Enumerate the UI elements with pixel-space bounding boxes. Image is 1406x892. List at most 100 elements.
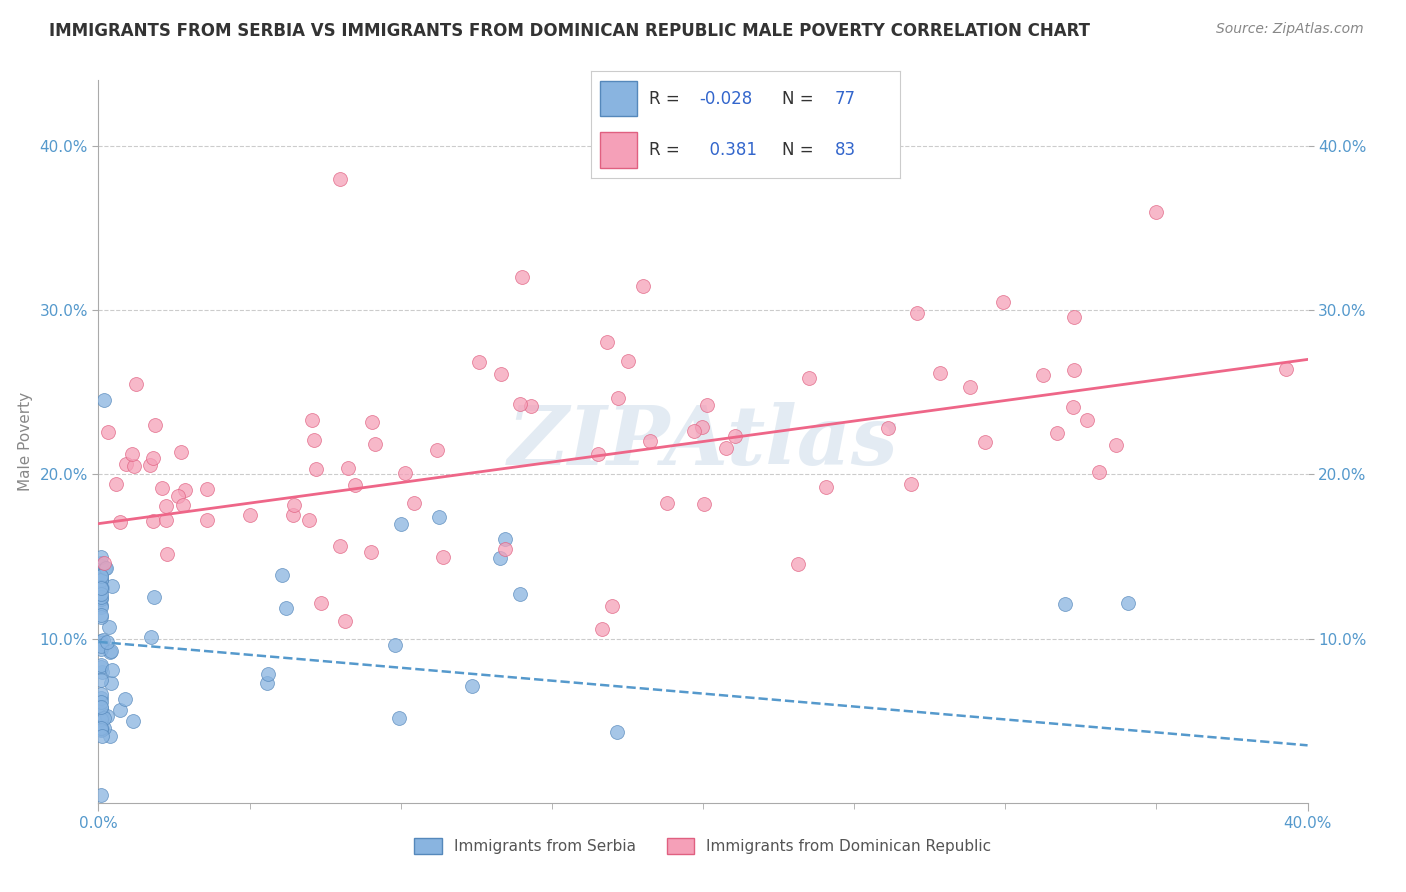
Point	[488, 551, 510, 566]
Point	[1144, 204, 1167, 219]
Point	[172, 498, 194, 512]
Point	[155, 499, 177, 513]
Point	[690, 420, 713, 434]
Point	[91, 582, 114, 596]
Point	[93, 711, 115, 725]
Text: R =: R =	[650, 141, 681, 159]
Point	[343, 478, 366, 492]
Point	[495, 541, 517, 556]
Point	[90, 581, 112, 595]
FancyBboxPatch shape	[600, 132, 637, 168]
Point	[510, 270, 533, 285]
Point	[973, 435, 995, 450]
Point	[606, 392, 628, 406]
Point	[959, 380, 981, 394]
Point	[96, 425, 118, 439]
Point	[121, 447, 143, 461]
Point	[90, 788, 112, 802]
Point	[195, 513, 218, 527]
Text: ZIPAtlas: ZIPAtlas	[508, 401, 898, 482]
Point	[606, 725, 628, 739]
Point	[139, 630, 162, 644]
Point	[124, 459, 146, 474]
Point	[100, 644, 122, 658]
Point	[90, 638, 112, 652]
Point	[142, 450, 165, 465]
Point	[1063, 363, 1085, 377]
Point	[360, 415, 382, 429]
Point	[97, 620, 120, 634]
Point	[696, 398, 718, 412]
Point	[100, 676, 122, 690]
Point	[364, 437, 387, 451]
Point	[90, 598, 112, 612]
Point	[90, 573, 112, 587]
Point	[90, 573, 112, 587]
Point	[150, 482, 173, 496]
Point	[90, 700, 112, 714]
Point	[509, 397, 531, 411]
Point	[93, 722, 115, 736]
Point	[142, 590, 165, 604]
Point	[90, 723, 112, 737]
Point	[90, 713, 112, 727]
Point	[96, 708, 118, 723]
Point	[125, 376, 148, 391]
Point	[787, 558, 810, 572]
Point	[90, 592, 112, 607]
Point	[519, 399, 541, 413]
Point	[91, 632, 114, 647]
Point	[693, 497, 716, 511]
Point	[90, 673, 112, 687]
Point	[638, 434, 661, 448]
Point	[98, 729, 121, 743]
Point	[174, 483, 197, 497]
Point	[90, 590, 112, 604]
Point	[588, 447, 610, 461]
Point	[91, 711, 114, 725]
Point	[1105, 438, 1128, 452]
FancyBboxPatch shape	[600, 81, 637, 116]
Point	[90, 608, 112, 623]
Point	[389, 517, 412, 532]
Point	[96, 635, 118, 649]
Point	[90, 600, 112, 615]
Point	[139, 458, 162, 472]
Point	[90, 701, 112, 715]
Point	[155, 513, 177, 527]
Text: IMMIGRANTS FROM SERBIA VS IMMIGRANTS FROM DOMINICAN REPUBLIC MALE POVERTY CORREL: IMMIGRANTS FROM SERBIA VS IMMIGRANTS FRO…	[49, 22, 1090, 40]
Point	[91, 665, 114, 680]
Point	[591, 622, 613, 636]
Point	[90, 695, 112, 709]
Point	[90, 714, 112, 728]
Point	[489, 367, 512, 381]
Point	[1116, 596, 1139, 610]
Point	[257, 666, 280, 681]
Point	[90, 557, 112, 571]
Point	[384, 638, 406, 652]
Point	[905, 306, 928, 320]
Point	[655, 496, 678, 510]
Point	[1076, 413, 1098, 427]
Legend: Immigrants from Serbia, Immigrants from Dominican Republic: Immigrants from Serbia, Immigrants from …	[408, 832, 998, 860]
Point	[90, 642, 112, 657]
Point	[90, 587, 112, 601]
Point	[1063, 310, 1085, 325]
Point	[96, 561, 118, 575]
Point	[90, 687, 112, 701]
Point	[360, 544, 382, 558]
Point	[90, 558, 112, 573]
Point	[274, 601, 297, 615]
Point	[432, 549, 454, 564]
Point	[1046, 426, 1069, 441]
Point	[90, 722, 112, 736]
Point	[101, 579, 124, 593]
Point	[90, 580, 112, 594]
Point	[298, 513, 321, 527]
Point	[239, 508, 262, 523]
Point	[108, 515, 131, 529]
Point	[90, 635, 112, 649]
Point	[90, 610, 112, 624]
Point	[170, 445, 193, 459]
Point	[929, 366, 952, 380]
